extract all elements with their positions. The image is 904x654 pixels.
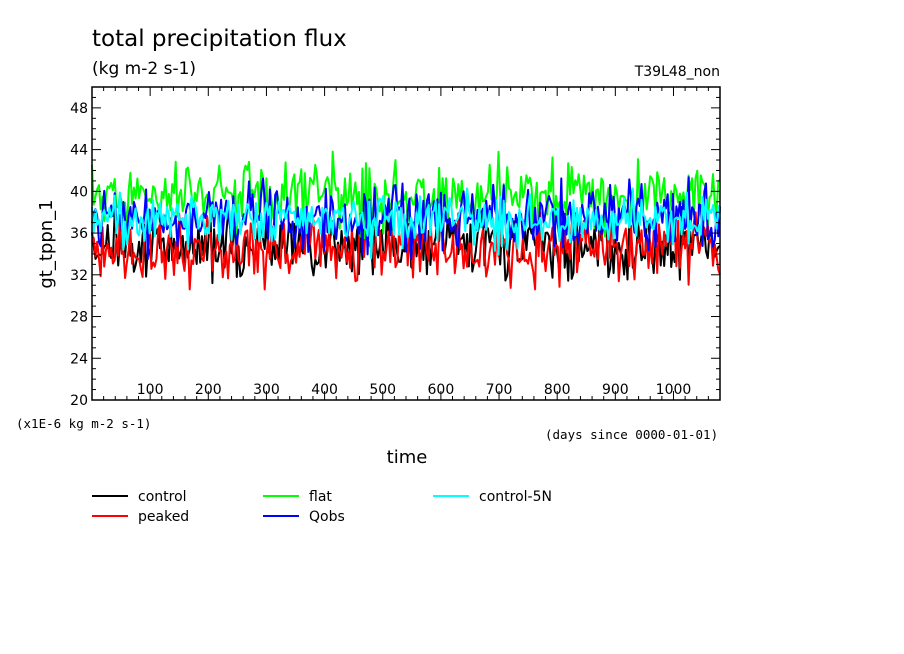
legend-label-flat: flat: [309, 489, 332, 505]
x-tick-label: 800: [544, 382, 571, 398]
y-tick-label: 40: [70, 184, 88, 200]
legend-label-peaked: peaked: [138, 509, 189, 525]
legend-label-control-5n: control-5N: [479, 489, 552, 505]
legend: control peaked flat Qobs control-5N: [92, 489, 552, 525]
x-axis-label: time: [387, 447, 428, 468]
y-tick-label: 44: [70, 143, 88, 159]
x-unit-note: (days since 0000-01-01): [545, 427, 718, 442]
y-tick-label: 28: [70, 310, 88, 326]
y-axis-label: gt_tppn_1: [36, 199, 57, 288]
chart-units: (kg m-2 s-1): [92, 59, 196, 79]
series-line-control-5n: [91, 187, 721, 260]
axis-ticks: 20 24 28 32 36 40 44 48 100 200 300 400 500 600 700 800…: [70, 87, 720, 409]
x-tick-label: 300: [253, 382, 280, 398]
x-tick-label: 700: [486, 382, 513, 398]
plot-series: [91, 150, 721, 291]
x-tick-label: 500: [369, 382, 396, 398]
y-tick-label: 24: [70, 351, 88, 367]
y-tick-label: 32: [70, 268, 88, 284]
chart-title: total precipitation flux: [92, 26, 347, 52]
series-line-flat: [91, 150, 721, 240]
y-scale-note: (x1E-6 kg m-2 s-1): [16, 416, 151, 431]
x-tick-label: 200: [195, 382, 222, 398]
y-tick-label: 48: [70, 101, 88, 117]
legend-label-qobs: Qobs: [309, 509, 345, 525]
legend-label-control: control: [138, 489, 187, 505]
x-tick-label: 600: [428, 382, 455, 398]
x-tick-label: 400: [311, 382, 338, 398]
y-tick-label: 20: [70, 393, 88, 409]
x-tick-label: 1000: [656, 382, 692, 398]
x-tick-label: 100: [137, 382, 164, 398]
run-tag: T39L48_non: [634, 64, 720, 80]
y-tick-label: 36: [70, 226, 88, 242]
x-tick-label: 900: [602, 382, 629, 398]
